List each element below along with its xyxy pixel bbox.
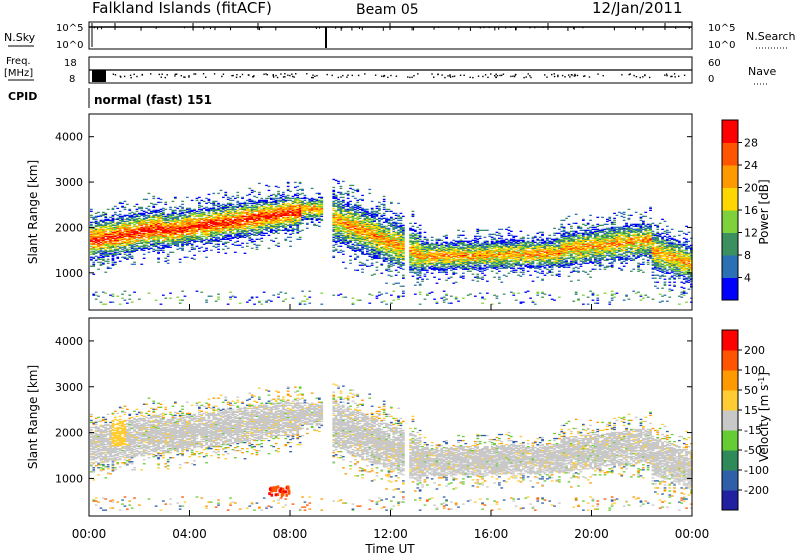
nsky-panel: N.Sky 10^5 10^0 10^5 10^0 N.Search bbox=[4, 21, 796, 51]
power-panel: 1000 2000 3000 4000 Slant Range [km] 4 8 12 16… bbox=[26, 113, 771, 311]
vel-colorbar-tick-2: 50 bbox=[744, 384, 758, 397]
vel-yaxis-tick-0: 1000 bbox=[55, 472, 83, 485]
vel-colorbar-swatch-7 bbox=[722, 350, 738, 371]
nsearch-label: N.Search bbox=[746, 30, 796, 43]
vel-colorbar-tick-0: 200 bbox=[744, 344, 765, 357]
power-colorbar-swatch-3 bbox=[722, 210, 738, 233]
nsky-tick-bottom: 10^0 bbox=[56, 40, 83, 51]
station-title: Falkland Islands (fitACF) bbox=[92, 0, 272, 17]
velocity-ylabel: Slant Range [km] bbox=[26, 365, 40, 469]
x-tick-0: 00:00 bbox=[72, 527, 107, 541]
vel-yaxis-tick-1: 2000 bbox=[55, 427, 83, 440]
vel-yaxis-tick-3: 4000 bbox=[55, 335, 83, 348]
x-tick-4: 16:00 bbox=[474, 527, 509, 541]
freq-label-line1: Freq. bbox=[6, 56, 31, 67]
power-colorbar-swatch-7 bbox=[722, 120, 738, 143]
x-tick-5: 20:00 bbox=[574, 527, 609, 541]
power-colorbar-tick-2: 12 bbox=[744, 227, 758, 240]
freq-label-line2: [MHz] bbox=[4, 68, 33, 79]
x-tick-2: 08:00 bbox=[273, 527, 308, 541]
power-colorbar-swatch-5 bbox=[722, 165, 738, 188]
freq-tick-top: 18 bbox=[64, 58, 77, 69]
vel-colorbar-swatch-3 bbox=[722, 430, 738, 451]
power-yaxis-tick-3: 4000 bbox=[55, 131, 83, 144]
power-colorbar-tick-5: 24 bbox=[744, 159, 758, 172]
power-colorbar-tick-3: 16 bbox=[744, 204, 758, 217]
x-tick-1: 04:00 bbox=[172, 527, 207, 541]
vel-colorbar-tick-3: 15 bbox=[744, 404, 758, 417]
vel-colorbar-tick-6: -100 bbox=[744, 464, 769, 477]
power-colorbar: 4 8 12 16 20 24 28 bbox=[721, 119, 758, 301]
vel-colorbar-swatch-8 bbox=[722, 330, 738, 351]
power-yaxis-tick-1: 2000 bbox=[55, 221, 83, 234]
x-axis-label: Time UT bbox=[364, 542, 415, 554]
velocity-colorbar-label: Velocity [m s-1] bbox=[757, 372, 771, 462]
power-colorbar-swatch-1 bbox=[722, 255, 738, 278]
power-colorbar-swatch-6 bbox=[722, 142, 738, 166]
vel-colorbar-swatch-5 bbox=[722, 390, 738, 411]
power-colorbar-tick-1: 8 bbox=[744, 249, 751, 262]
nave-tick-top: 60 bbox=[708, 58, 721, 69]
vel-colorbar-swatch-2 bbox=[722, 450, 738, 471]
vel-colorbar-tick-4: -15 bbox=[744, 424, 762, 437]
velocity-panel: 1000 2000 3000 4000 00:00 04:00 08:00 12:00 16:… bbox=[26, 317, 771, 554]
vel-colorbar-tick-7: -200 bbox=[744, 484, 769, 497]
date-label: 12/Jan/2011 bbox=[592, 0, 683, 17]
vel-colorbar-swatch-0 bbox=[722, 490, 738, 511]
cpid-text: normal (fast) 151 bbox=[94, 93, 212, 107]
nsearch-tick-top: 10^5 bbox=[708, 23, 735, 34]
power-yaxis-tick-2: 3000 bbox=[55, 176, 83, 189]
cpid-block bbox=[92, 70, 106, 82]
power-ylabel: Slant Range [km] bbox=[26, 160, 40, 264]
velocity-colorbar: 200 100 50 15 -15 -50 -100 -200 bbox=[721, 329, 769, 511]
power-colorbar-label: Power [dB] bbox=[757, 179, 771, 244]
power-colorbar-swatch-0 bbox=[722, 277, 738, 301]
vel-colorbar-swatch-4 bbox=[722, 410, 738, 431]
nsky-label: N.Sky bbox=[4, 31, 36, 44]
vel-colorbar-tick-5: -50 bbox=[744, 444, 762, 457]
freq-tick-bottom: 8 bbox=[69, 74, 75, 85]
power-colorbar-tick-4: 20 bbox=[744, 182, 758, 195]
nave-label: Nave bbox=[748, 65, 776, 78]
beam-label: Beam 05 bbox=[356, 2, 419, 18]
power-yaxis-tick-0: 1000 bbox=[55, 267, 83, 280]
freq-panel: Freq. [MHz] 18 8 60 0 Nave bbox=[4, 56, 776, 85]
nsky-tick-top: 10^5 bbox=[56, 23, 83, 34]
vel-colorbar-tick-1: 100 bbox=[744, 364, 765, 377]
nsearch-tick-bottom: 10^0 bbox=[708, 40, 735, 51]
power-colorbar-tick-0: 4 bbox=[744, 272, 751, 285]
x-tick-6: 00:00 bbox=[675, 527, 710, 541]
vel-colorbar-swatch-1 bbox=[722, 470, 738, 491]
vel-yaxis-tick-2: 3000 bbox=[55, 381, 83, 394]
power-colorbar-swatch-2 bbox=[722, 232, 738, 256]
power-colorbar-tick-6: 28 bbox=[744, 137, 758, 150]
cpid-label: CPID bbox=[8, 90, 37, 103]
x-tick-3: 12:00 bbox=[373, 527, 408, 541]
vel-colorbar-swatch-6 bbox=[722, 370, 738, 391]
nave-tick-bottom: 0 bbox=[708, 74, 714, 85]
power-colorbar-swatch-4 bbox=[722, 187, 738, 211]
